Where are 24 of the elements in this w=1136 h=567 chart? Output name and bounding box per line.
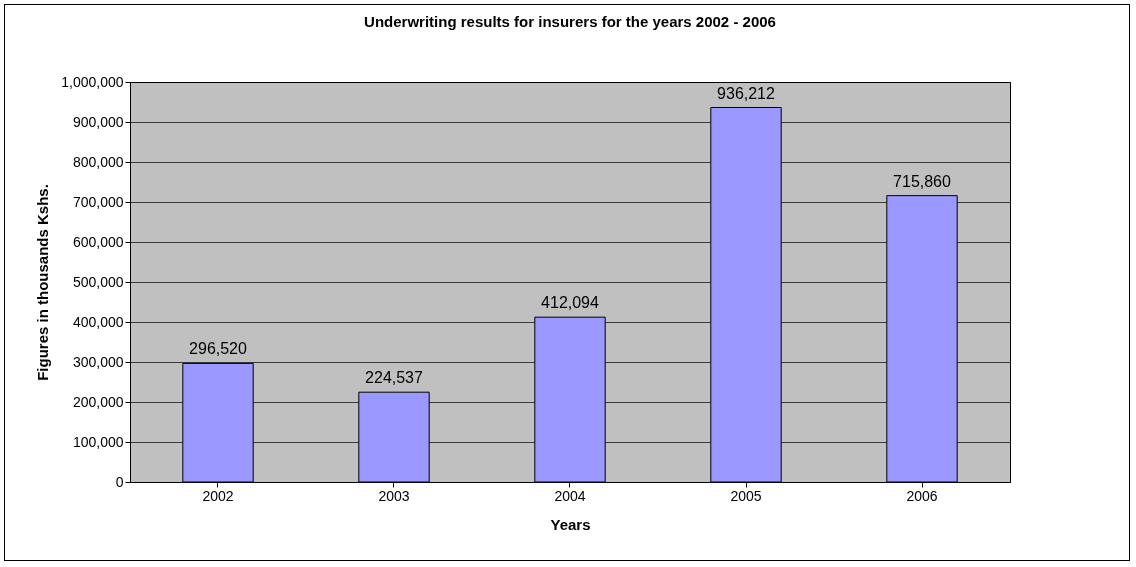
x-axis-title: Years [550,515,591,533]
y-tick-label: 0 [115,473,124,490]
data-label: 715,860 [893,172,952,190]
y-axis-title: Figures in thousands Kshs. [34,184,52,381]
x-tick-label: 2005 [730,487,762,504]
chart-title: Underwriting results for insurers for the years 2002 - 2006 [364,13,776,30]
y-tick-label: 900,000 [72,113,124,130]
y-tick-label: 500,000 [72,273,124,290]
y-tick-label: 800,000 [72,153,124,170]
x-tick-label: 2003 [378,487,410,504]
data-label: 296,520 [189,340,248,358]
y-tick-label: 1,000,000 [61,73,124,90]
y-tick-label: 700,000 [72,193,124,210]
y-tick-label: 600,000 [72,233,124,250]
x-tick-label: 2004 [554,487,586,504]
x-tick-label: 2006 [906,487,938,504]
y-tick-label: 200,000 [72,393,124,410]
data-label: 412,094 [541,294,600,312]
y-tick-label: 100,000 [72,433,124,450]
x-tick-label: 2002 [202,487,234,504]
y-tick-label: 300,000 [72,353,124,370]
y-tick-label: 400,000 [72,313,124,330]
data-label: 936,212 [717,84,776,102]
data-label: 224,537 [365,369,424,387]
